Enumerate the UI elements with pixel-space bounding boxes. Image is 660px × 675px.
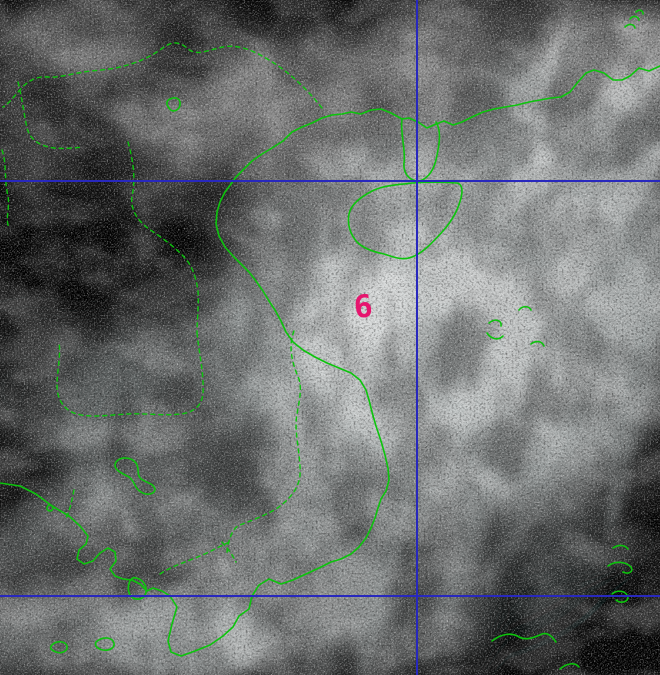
border-china-vietnam [2,42,323,109]
islands-pearl-river [624,9,644,29]
islands-east-2 [607,561,633,574]
border-vietnam-cambodia-east [226,330,302,554]
border-cambodia-delta [159,540,237,575]
border-overlay [1,42,323,575]
island-south-1 [49,640,68,654]
storm-center-marker: 6 [352,288,374,326]
coastline-overlay [0,9,660,670]
islands-bottom-squiggle [491,632,557,643]
lake-tonle-sap [114,457,156,495]
coastline-south-china [331,65,660,129]
island-south-2 [94,637,115,651]
border-cambodia-west [65,489,75,519]
lake-china-small [166,97,181,112]
islands-east-1 [612,544,629,550]
islands-paracel [486,305,545,347]
border-northwest-loop [17,81,84,150]
islands-bottom-corner [559,663,580,670]
border-laos-thailand [56,332,204,417]
island-gulf-small [46,504,54,512]
border-laos-vietnam [127,141,199,334]
coastline-vietnam [0,114,390,657]
island-phu-quoc [127,576,147,600]
coastline-hainan [347,181,463,260]
